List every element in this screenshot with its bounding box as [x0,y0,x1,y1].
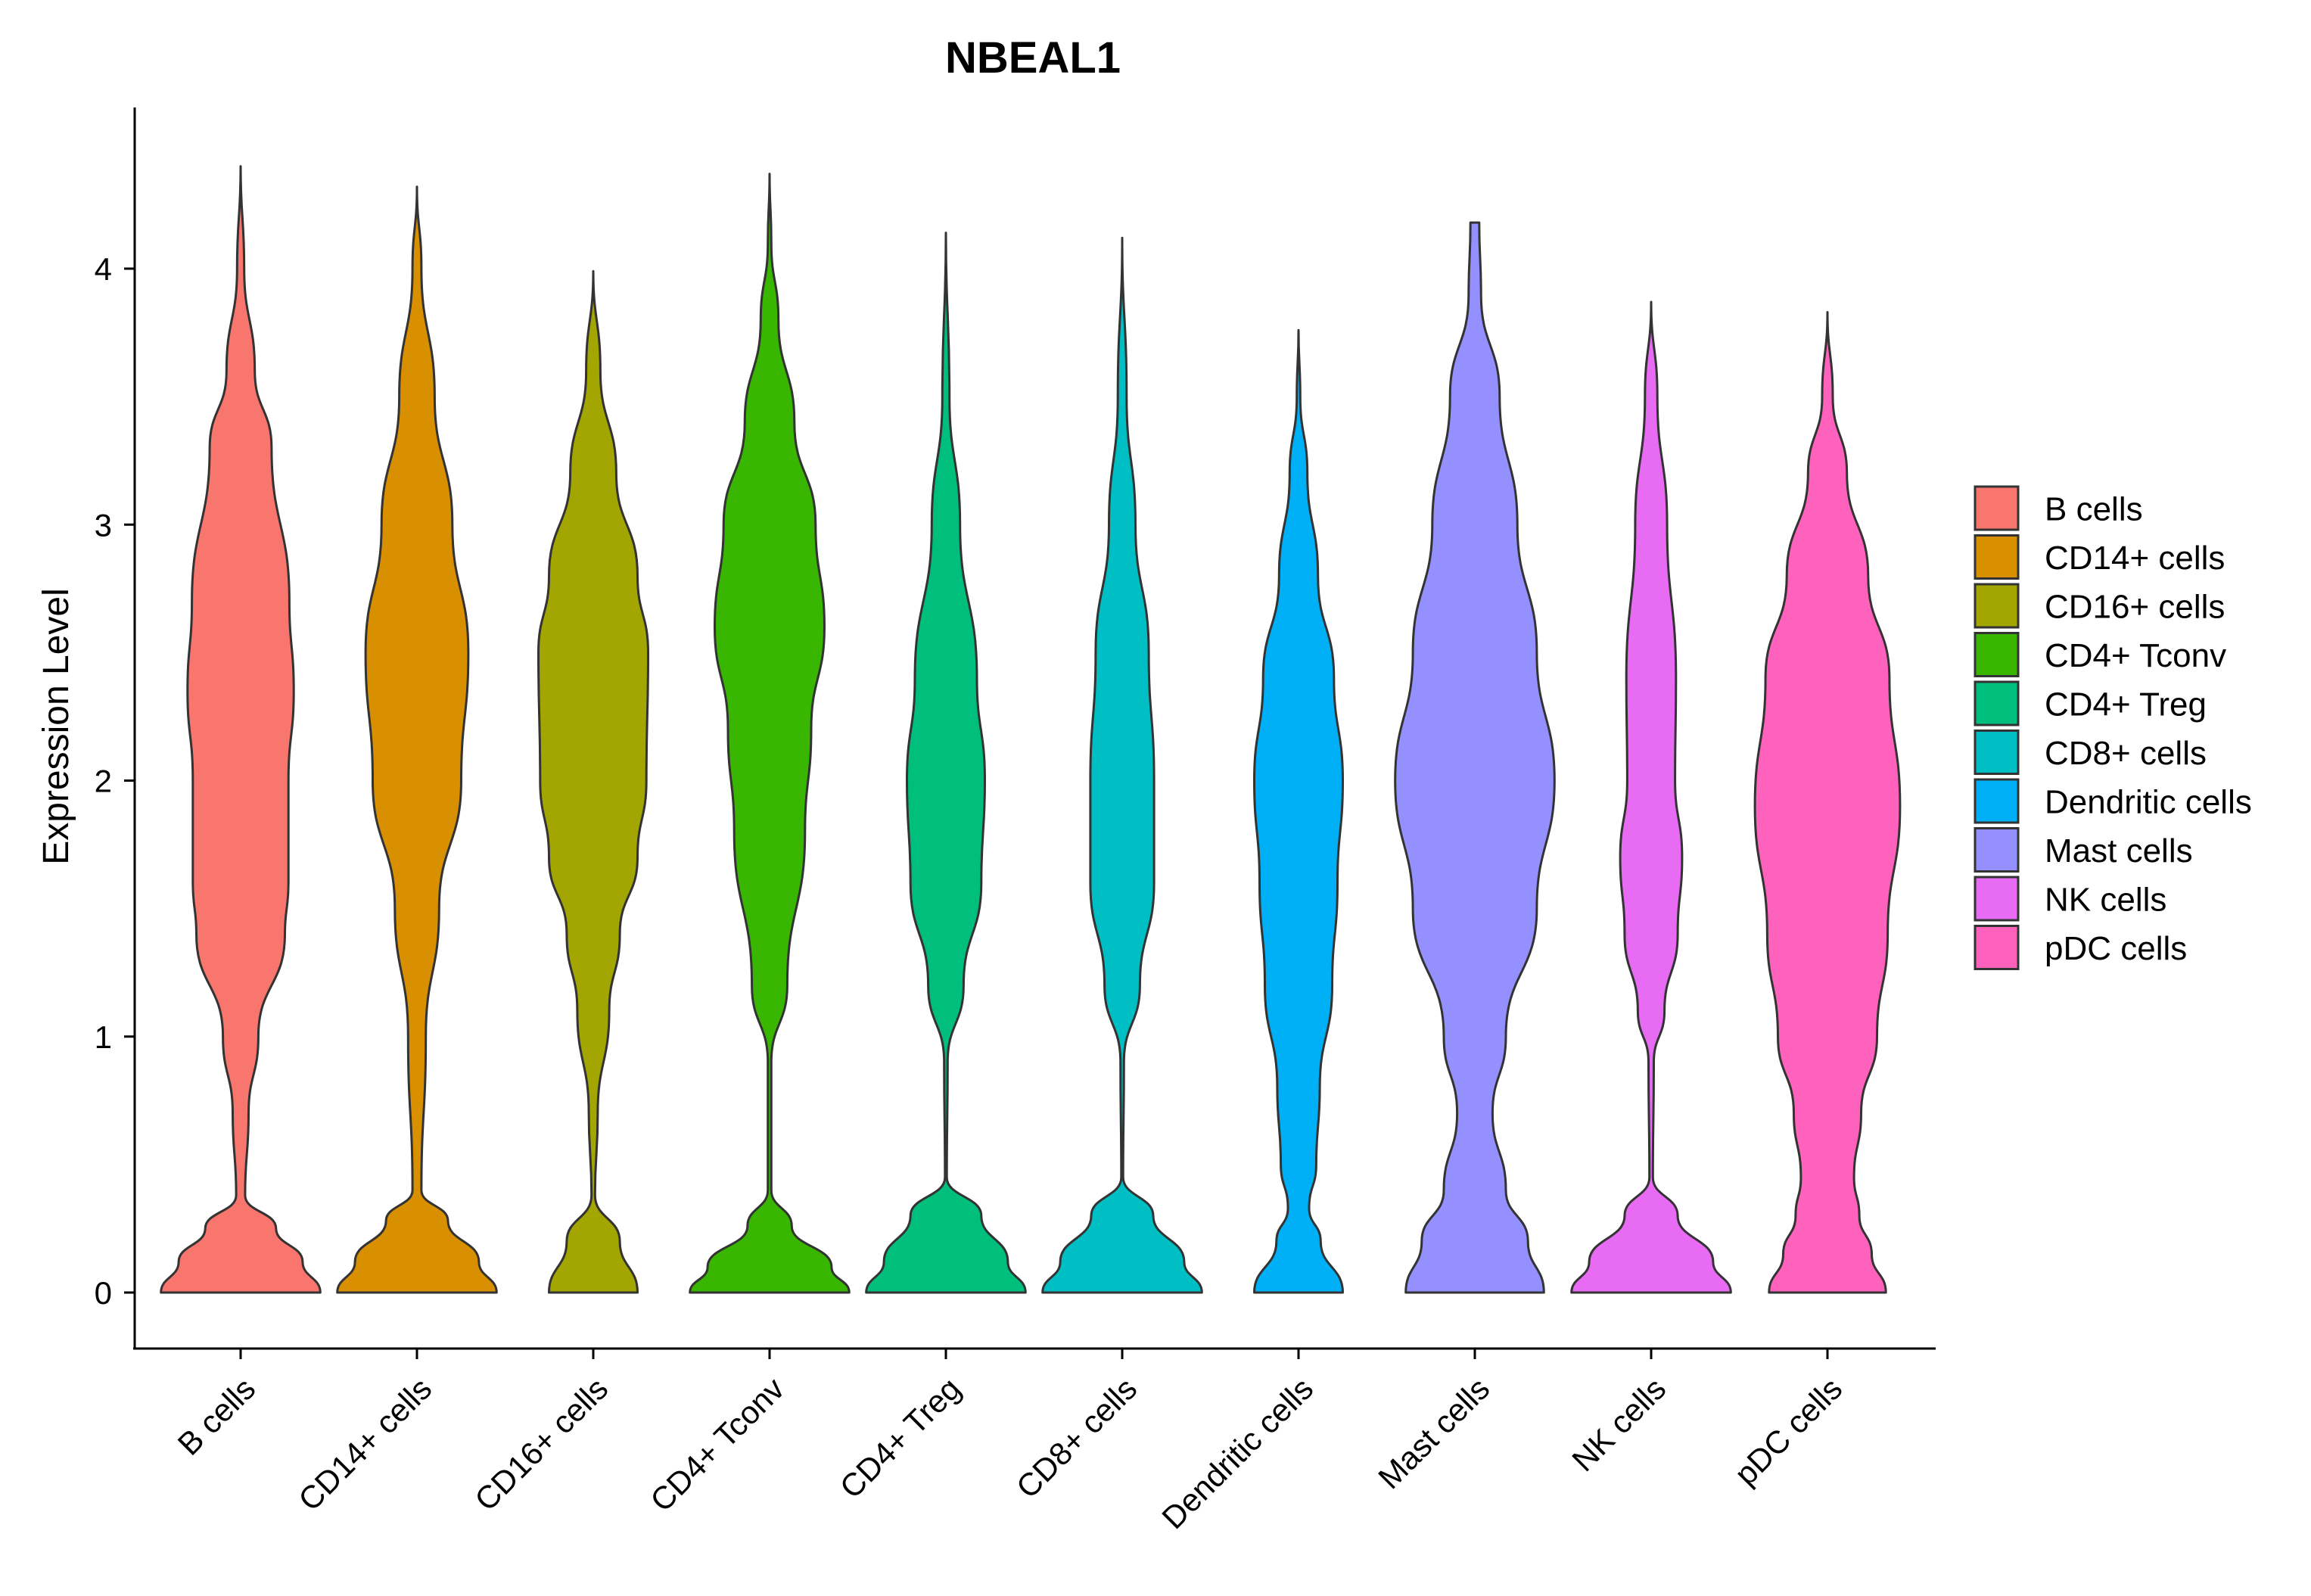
y-axis-title: Expression Level [36,588,76,865]
legend-label-pdc-cells: pDC cells [2045,930,2187,967]
legend-label-cd4-tconv: CD4+ Tconv [2045,637,2226,674]
legend-label-cd4-treg: CD4+ Treg [2045,686,2207,723]
legend-key-cd4-tconv [1974,632,2020,677]
legend-key-cd4-treg [1974,680,2020,726]
violin-mast-cells [1394,221,1556,1294]
y-tick-label: 3 [95,507,112,543]
violin-cd8-cells [1041,236,1203,1294]
legend-key-pdc-cells [1974,925,2020,970]
violin-dendritic-cells [1253,328,1344,1294]
y-tick-label: 4 [95,251,112,287]
legend-label-cd8-cells: CD8+ cells [2045,735,2207,772]
legend-label-cd16-cells: CD16+ cells [2045,589,2225,626]
legend-label-cd14-cells: CD14+ cells [2045,540,2225,577]
legend-label-b-cells: B cells [2045,491,2143,528]
violin-cd4-tconv [689,173,851,1294]
legend-key-cd8-cells [1974,730,2020,775]
chart-title: NBEAL1 [945,33,1121,82]
y-tick-label: 1 [95,1019,112,1055]
violin-cd14-cells [336,185,498,1294]
legend-key-b-cells [1974,485,2020,531]
legend: B cells CD14+ cells CD16+ cells CD4+ Tconv C… [1974,485,2252,970]
y-tick-group: 0 1 2 3 4 [95,251,135,1311]
violin-b-cells [160,165,322,1294]
violin-cd4-treg [865,232,1027,1294]
y-tick-label: 0 [95,1275,112,1311]
legend-key-nk-cells [1974,876,2020,922]
violin-pdc-cells [1753,311,1902,1294]
legend-label-mast-cells: Mast cells [2045,832,2193,870]
legend-key-dendritic-cells [1974,778,2020,824]
y-tick-label: 2 [95,764,112,799]
violin-nk-cells [1570,300,1732,1294]
legend-key-cd16-cells [1974,583,2020,629]
legend-label-dendritic-cells: Dendritic cells [2045,784,2252,821]
legend-label-nk-cells: NK cells [2045,882,2166,919]
violin-cd16-cells [537,269,649,1294]
legend-key-mast-cells [1974,827,2020,873]
violin-group [160,165,1902,1294]
legend-key-cd14-cells [1974,534,2020,580]
